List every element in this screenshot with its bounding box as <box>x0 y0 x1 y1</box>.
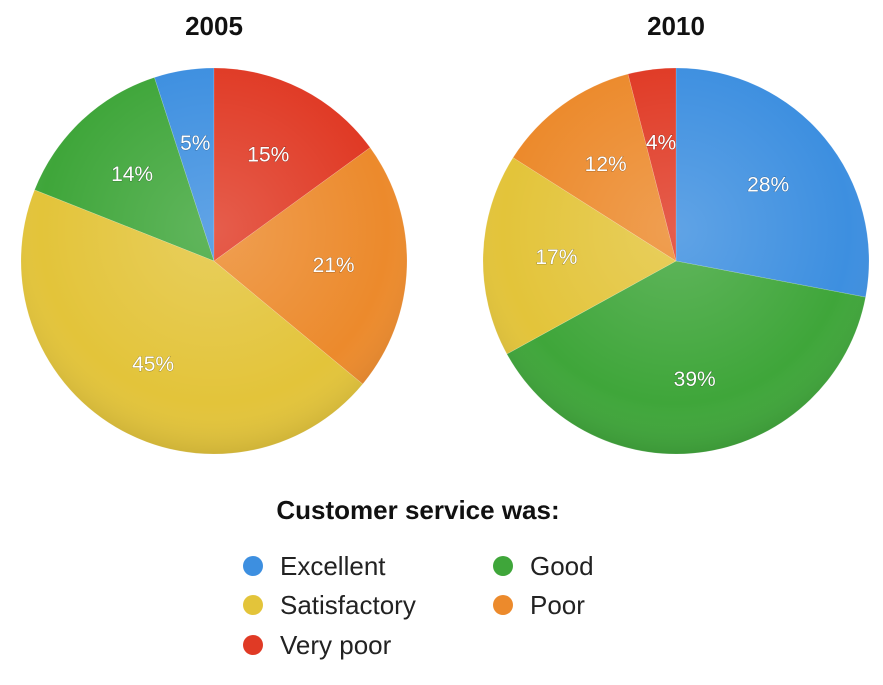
legend-label-good: Good <box>530 551 594 581</box>
legend-item-poor: Poor <box>493 590 585 620</box>
data-label-satisfactory-2005: 45% <box>132 353 174 376</box>
legend-items: Excellent Good Satisfactory Poor Very poor <box>243 551 594 660</box>
legend-swatch-good <box>493 556 513 576</box>
legend-item-very-poor: Very poor <box>243 630 392 660</box>
pie-labels-2010: 28% 39% 17% 12% 4% <box>535 131 790 392</box>
data-label-excellent-2005: 5% <box>180 132 210 155</box>
legend-label-poor: Poor <box>530 590 585 620</box>
legend-swatch-very-poor <box>243 635 263 655</box>
legend-item-excellent: Excellent <box>243 551 386 581</box>
legend-label-satisfactory: Satisfactory <box>280 590 416 620</box>
legend-swatch-poor <box>493 595 513 615</box>
pie-chart-2010: 2010 28% 39% 17% 12% 4% <box>482 11 870 455</box>
legend-label-excellent: Excellent <box>280 551 386 581</box>
pie-labels-2005: 5% 14% 45% 21% 15% <box>111 131 355 376</box>
chart-title-2010: 2010 <box>647 11 705 41</box>
legend-item-good: Good <box>493 551 594 581</box>
data-label-very-poor-2010: 4% <box>646 131 676 154</box>
legend: Customer service was: Excellent Good Satis… <box>243 495 594 660</box>
legend-title: Customer service was: <box>276 495 559 525</box>
data-label-good-2005: 14% <box>111 163 153 186</box>
pie-chart-2005: 2005 5% 14% 45% 21% 15% <box>20 11 408 455</box>
chart-title-2005: 2005 <box>185 11 243 41</box>
legend-swatch-satisfactory <box>243 595 263 615</box>
data-label-satisfactory-2010: 17% <box>535 246 577 269</box>
data-label-poor-2005: 21% <box>313 254 355 277</box>
data-label-excellent-2010: 28% <box>747 174 789 197</box>
data-label-poor-2010: 12% <box>585 153 627 176</box>
data-label-very-poor-2005: 15% <box>247 143 289 166</box>
legend-item-satisfactory: Satisfactory <box>243 590 416 620</box>
data-label-good-2010: 39% <box>674 368 716 391</box>
legend-label-very-poor: Very poor <box>280 630 392 660</box>
legend-swatch-excellent <box>243 556 263 576</box>
